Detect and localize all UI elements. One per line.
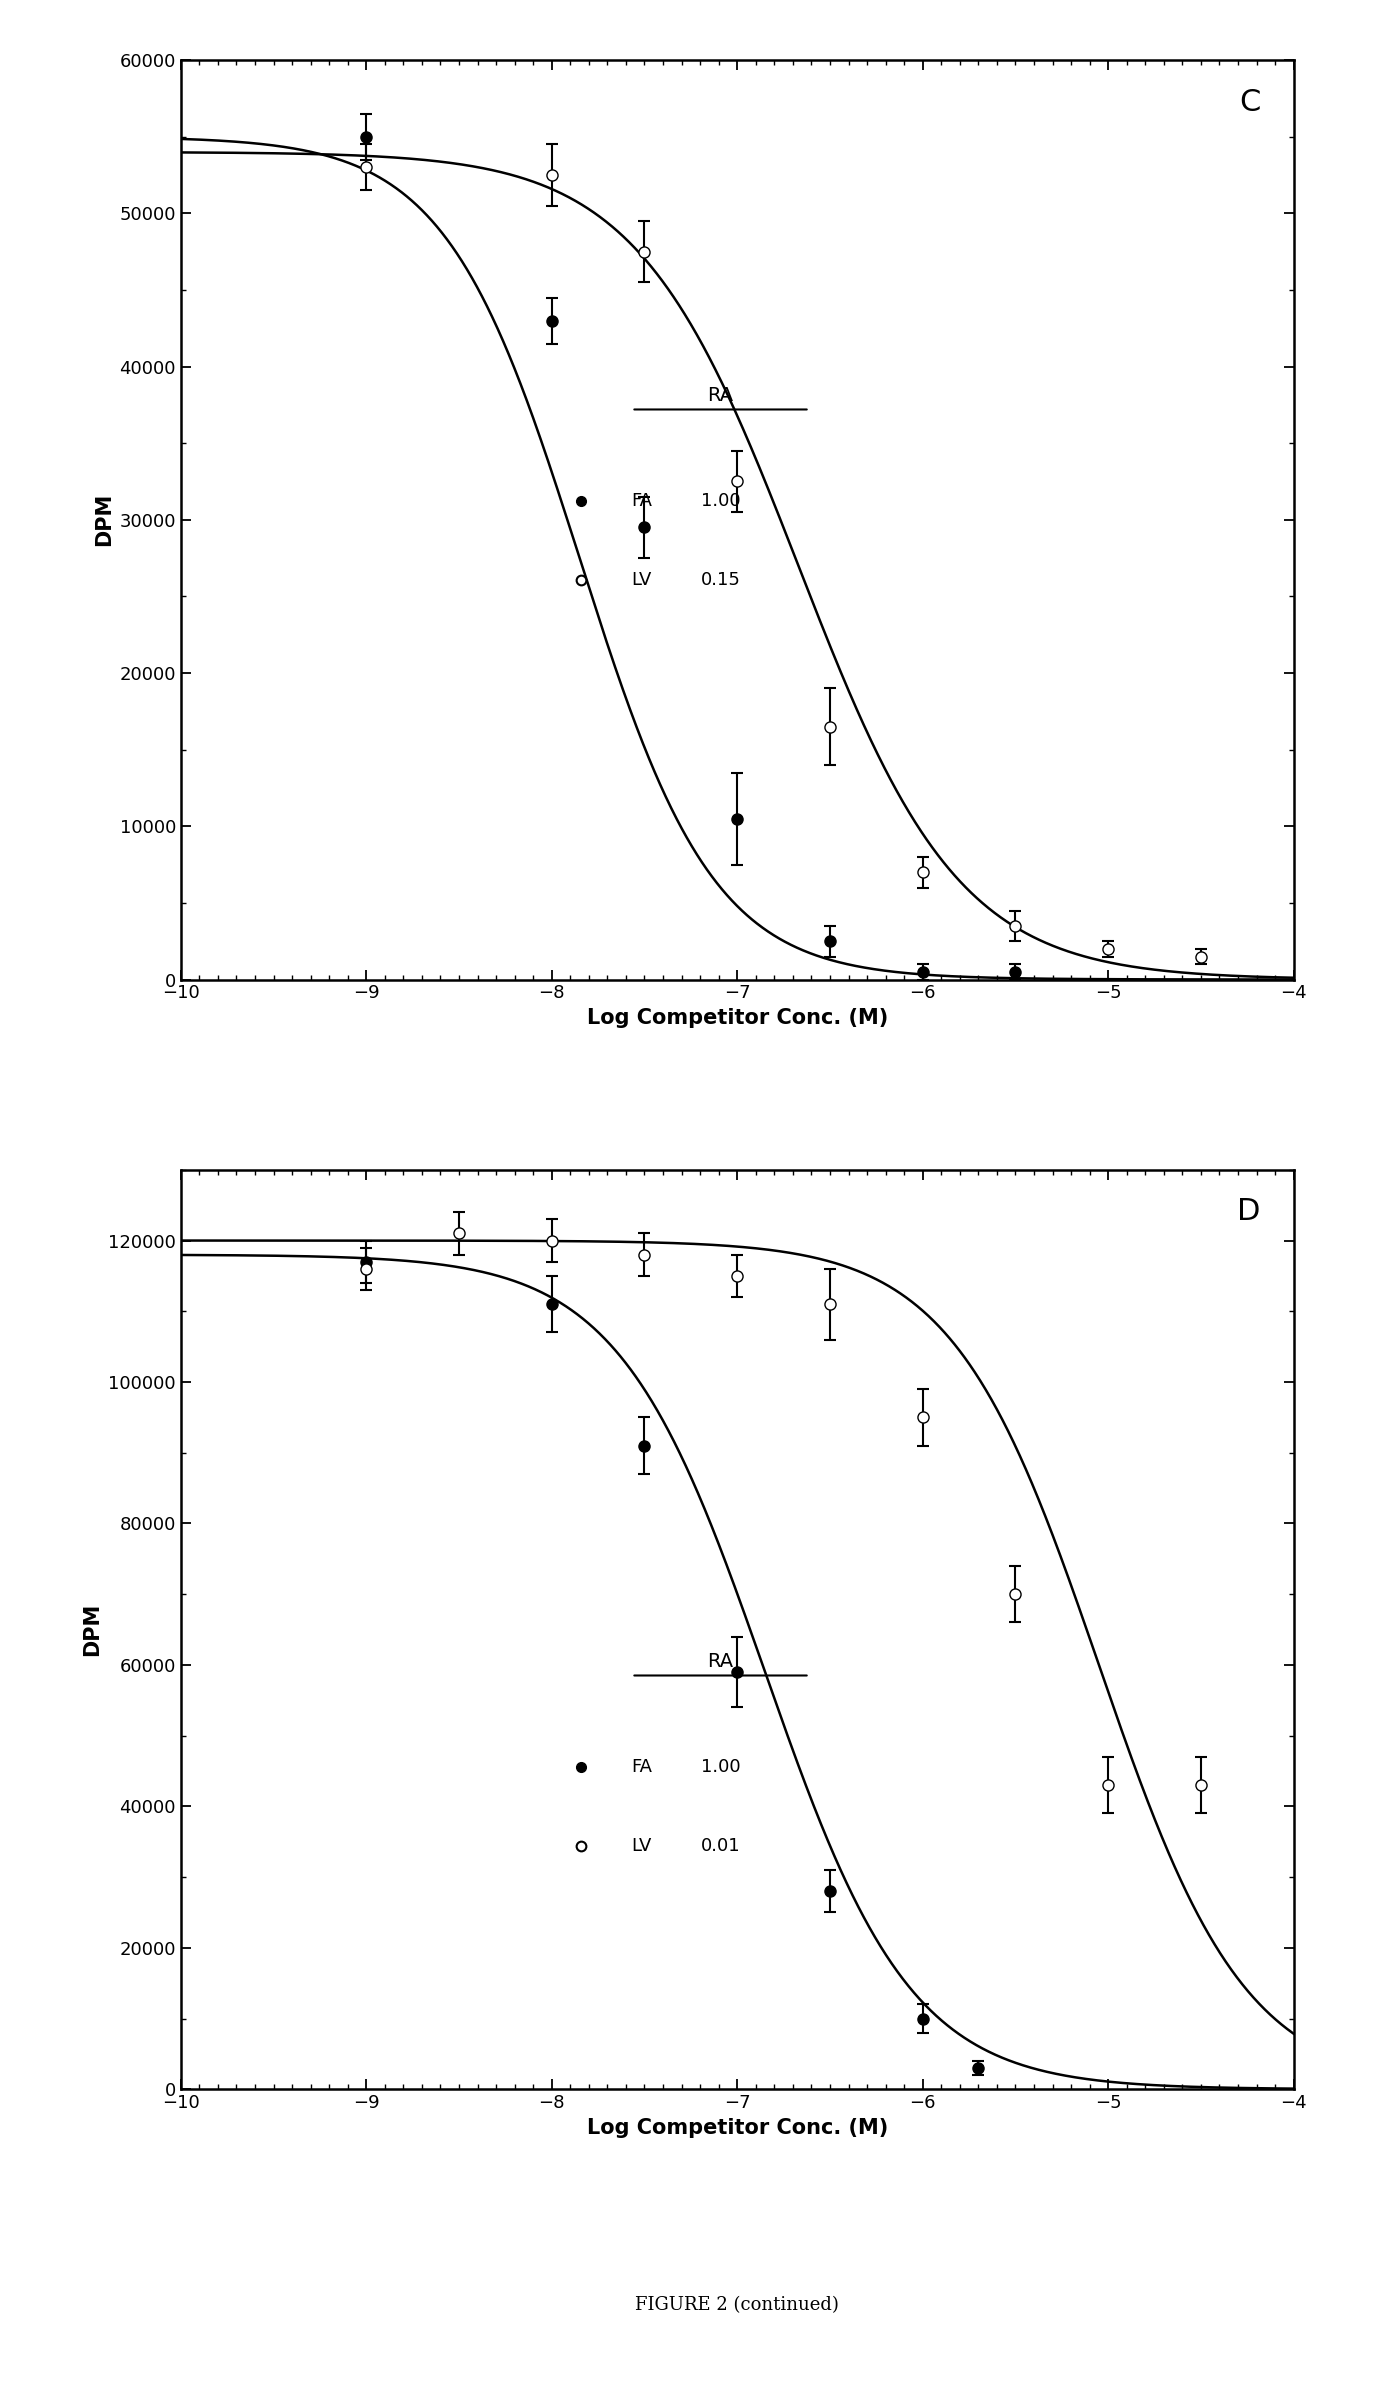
X-axis label: Log Competitor Conc. (M): Log Competitor Conc. (M) <box>587 2118 887 2137</box>
Text: RA: RA <box>708 387 733 404</box>
Text: FA: FA <box>632 1757 652 1777</box>
Text: 1.00: 1.00 <box>701 493 740 510</box>
Text: LV: LV <box>632 1837 652 1853</box>
Text: LV: LV <box>632 570 652 589</box>
Text: 0.01: 0.01 <box>701 1837 740 1853</box>
Text: 1.00: 1.00 <box>701 1757 740 1777</box>
Y-axis label: DPM: DPM <box>82 1603 103 1656</box>
Text: RA: RA <box>708 1652 733 1671</box>
Text: FIGURE 2 (continued): FIGURE 2 (continued) <box>636 2296 839 2315</box>
Text: 0.15: 0.15 <box>701 570 740 589</box>
Text: C: C <box>1239 87 1260 118</box>
Text: FA: FA <box>632 493 652 510</box>
X-axis label: Log Competitor Conc. (M): Log Competitor Conc. (M) <box>587 1007 887 1029</box>
Text: D: D <box>1237 1197 1260 1226</box>
Y-axis label: DPM: DPM <box>95 493 114 546</box>
